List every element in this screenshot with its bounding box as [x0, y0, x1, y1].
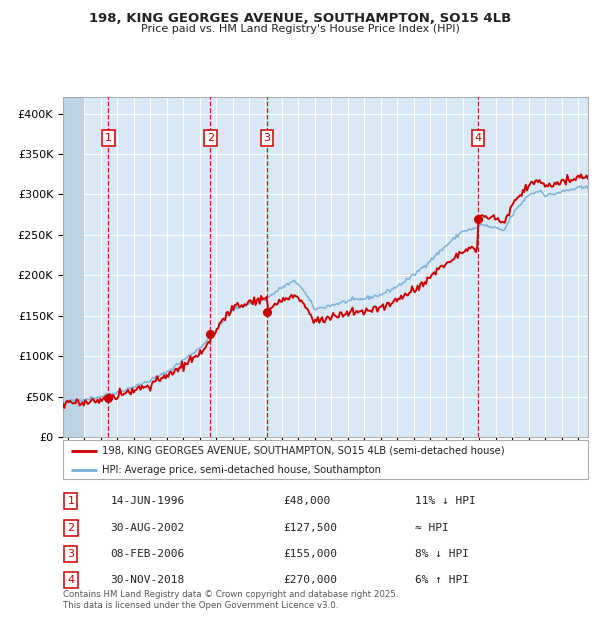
- FancyBboxPatch shape: [63, 440, 588, 479]
- Text: 4: 4: [475, 133, 482, 143]
- Text: £270,000: £270,000: [284, 575, 337, 585]
- Text: 198, KING GEORGES AVENUE, SOUTHAMPTON, SO15 4LB (semi-detached house): 198, KING GEORGES AVENUE, SOUTHAMPTON, S…: [103, 446, 505, 456]
- Text: 3: 3: [263, 133, 271, 143]
- Text: HPI: Average price, semi-detached house, Southampton: HPI: Average price, semi-detached house,…: [103, 465, 382, 475]
- Text: 198, KING GEORGES AVENUE, SOUTHAMPTON, SO15 4LB: 198, KING GEORGES AVENUE, SOUTHAMPTON, S…: [89, 12, 511, 25]
- Text: £127,500: £127,500: [284, 523, 337, 533]
- Bar: [63, 97, 83, 437]
- Text: 4: 4: [67, 575, 74, 585]
- Text: 8% ↓ HPI: 8% ↓ HPI: [415, 549, 469, 559]
- Text: 1: 1: [67, 497, 74, 507]
- Text: 3: 3: [67, 549, 74, 559]
- Text: £155,000: £155,000: [284, 549, 337, 559]
- Text: 2: 2: [67, 523, 74, 533]
- Text: ≈ HPI: ≈ HPI: [415, 523, 449, 533]
- Text: 30-NOV-2018: 30-NOV-2018: [110, 575, 185, 585]
- Text: £48,000: £48,000: [284, 497, 331, 507]
- Text: 6% ↑ HPI: 6% ↑ HPI: [415, 575, 469, 585]
- Text: Price paid vs. HM Land Registry's House Price Index (HPI): Price paid vs. HM Land Registry's House …: [140, 24, 460, 33]
- Text: 1: 1: [105, 133, 112, 143]
- Text: 08-FEB-2006: 08-FEB-2006: [110, 549, 185, 559]
- Text: 2: 2: [207, 133, 214, 143]
- Text: 30-AUG-2002: 30-AUG-2002: [110, 523, 185, 533]
- Text: 11% ↓ HPI: 11% ↓ HPI: [415, 497, 476, 507]
- Text: 14-JUN-1996: 14-JUN-1996: [110, 497, 185, 507]
- Text: Contains HM Land Registry data © Crown copyright and database right 2025.
This d: Contains HM Land Registry data © Crown c…: [63, 590, 398, 609]
